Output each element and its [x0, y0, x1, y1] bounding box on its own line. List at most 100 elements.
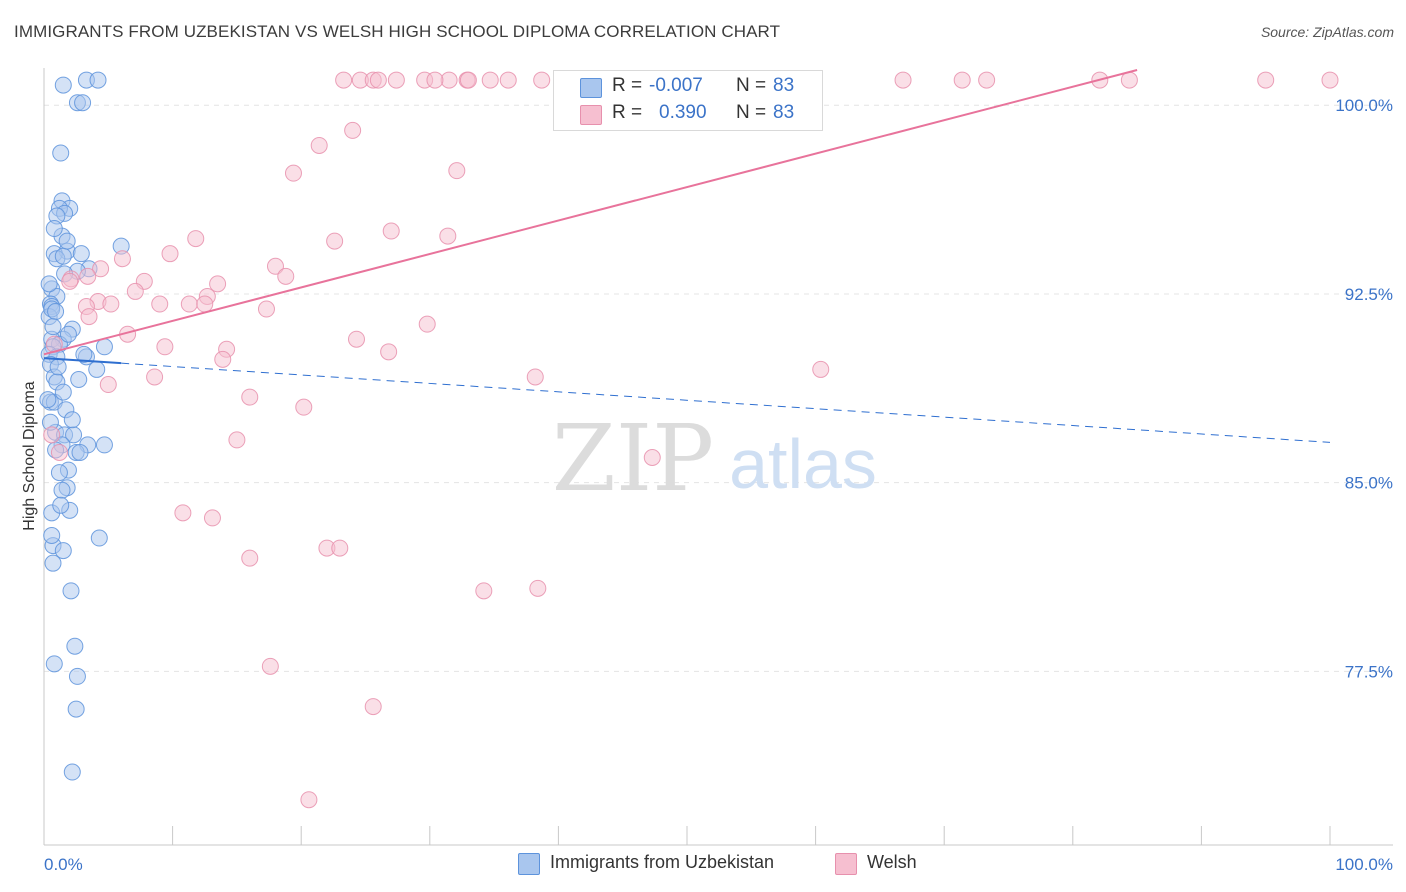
legend-r-label: R =	[612, 102, 643, 123]
data-point-uzbekistan	[45, 655, 63, 673]
data-point-welsh	[43, 426, 61, 444]
data-point-uzbekistan	[45, 220, 63, 238]
data-point-welsh	[80, 308, 98, 326]
legend-r-label: R =	[612, 75, 643, 96]
legend-label-welsh: Welsh	[867, 852, 917, 872]
data-point-uzbekistan	[53, 481, 71, 499]
data-point-welsh	[347, 330, 365, 348]
data-point-uzbekistan	[62, 582, 80, 600]
data-point-welsh	[196, 295, 214, 313]
data-point-welsh	[953, 71, 971, 89]
data-point-welsh	[643, 449, 661, 466]
legend-swatch-welsh	[835, 853, 857, 875]
data-point-welsh	[812, 360, 830, 378]
data-point-uzbekistan	[59, 325, 77, 343]
data-point-uzbekistan	[68, 667, 86, 685]
trend-line-uzbekistan-dashed	[121, 362, 1331, 443]
data-point-welsh	[310, 136, 328, 154]
data-point-uzbekistan	[39, 391, 57, 409]
trend-line-welsh	[43, 69, 1138, 356]
data-point-uzbekistan	[40, 275, 58, 293]
legend-swatch-uzbekistan	[580, 78, 602, 98]
data-point-welsh	[180, 295, 198, 313]
legend-row-uzbekistan: R = -0.007 N = 83	[554, 74, 822, 100]
data-point-welsh	[102, 295, 120, 313]
data-point-welsh	[364, 698, 382, 716]
watermark: ZIP atlas	[552, 405, 877, 512]
data-point-uzbekistan	[58, 232, 76, 250]
legend-swatch-welsh	[580, 105, 602, 125]
trend-lines	[43, 69, 1331, 443]
chart-title: IMMIGRANTS FROM UZBEKISTAN VS WELSH HIGH…	[14, 22, 781, 41]
data-point-welsh	[241, 388, 259, 406]
data-point-welsh	[126, 282, 144, 300]
data-point-welsh	[113, 250, 131, 268]
series-legend: Immigrants from Uzbekistan Welsh	[0, 851, 1406, 877]
data-point-welsh	[61, 272, 79, 290]
data-point-uzbekistan	[75, 345, 93, 363]
y-tick-label: 100.0%	[1335, 96, 1393, 115]
data-point-uzbekistan	[54, 542, 72, 560]
data-point-welsh	[257, 300, 275, 318]
legend-n-label: N =	[736, 75, 767, 96]
axes	[43, 68, 1393, 846]
data-point-welsh	[533, 71, 551, 89]
data-point-uzbekistan	[52, 144, 70, 162]
data-point-welsh	[382, 222, 400, 240]
data-point-uzbekistan	[67, 700, 85, 718]
data-point-welsh	[50, 443, 68, 461]
data-point-uzbekistan	[50, 464, 68, 482]
data-point-welsh	[459, 71, 477, 89]
data-point-uzbekistan	[70, 370, 88, 388]
data-point-welsh	[331, 539, 349, 557]
data-point-uzbekistan	[71, 443, 89, 461]
data-point-welsh	[187, 230, 205, 248]
data-point-welsh	[1257, 71, 1275, 89]
data-point-welsh	[79, 267, 97, 285]
data-point-welsh	[526, 368, 544, 386]
data-point-welsh	[475, 582, 493, 600]
data-point-welsh	[387, 71, 405, 89]
data-point-welsh	[174, 504, 192, 522]
data-point-welsh	[261, 657, 279, 675]
x-tick-labels: 0.0% 100.0%	[44, 855, 1393, 874]
data-point-uzbekistan	[52, 496, 70, 514]
data-point-welsh	[209, 275, 227, 293]
data-point-welsh	[228, 431, 246, 449]
data-point-uzbekistan	[72, 245, 90, 263]
data-point-welsh	[426, 71, 444, 89]
x-tick-label: 100.0%	[1335, 855, 1393, 874]
data-point-welsh	[156, 338, 174, 356]
data-point-welsh	[161, 245, 179, 263]
data-point-uzbekistan	[95, 338, 113, 356]
data-point-welsh	[326, 232, 344, 250]
data-point-welsh	[300, 791, 318, 809]
data-point-uzbekistan	[90, 529, 108, 547]
data-point-welsh	[369, 71, 387, 89]
trend-line-uzbekistan-solid	[43, 357, 122, 365]
data-point-welsh	[151, 295, 169, 313]
y-tick-label: 77.5%	[1345, 662, 1393, 681]
data-point-welsh	[448, 162, 466, 180]
legend-r-value: -0.007	[649, 75, 703, 96]
stats-legend: R = -0.007 N = 83 R = 0.390 N = 83	[553, 70, 823, 131]
data-point-welsh	[284, 164, 302, 182]
watermark-zip: ZIP	[552, 405, 714, 512]
data-point-uzbekistan	[63, 763, 81, 781]
data-point-welsh	[214, 350, 232, 368]
data-point-welsh	[529, 579, 547, 597]
watermark-atlas: atlas	[729, 425, 877, 503]
data-point-uzbekistan	[54, 383, 72, 401]
data-point-uzbekistan	[95, 436, 113, 454]
source-label: Source: ZipAtlas.com	[1260, 24, 1394, 40]
y-tick-label: 85.0%	[1345, 474, 1393, 493]
x-tick-label: 0.0%	[44, 855, 83, 874]
data-point-welsh	[499, 71, 517, 89]
data-point-uzbekistan	[74, 94, 92, 112]
data-point-uzbekistan	[88, 360, 106, 378]
data-point-uzbekistan	[89, 71, 107, 89]
legend-n-value: 83	[773, 75, 795, 96]
data-point-welsh	[344, 121, 362, 139]
data-point-welsh	[978, 71, 996, 89]
